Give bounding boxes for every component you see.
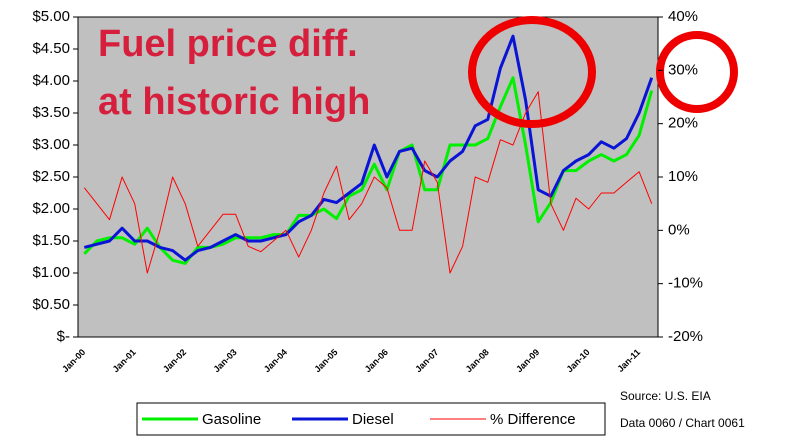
y-tick-label: $4.50 bbox=[32, 40, 70, 57]
y-tick-label: $1.50 bbox=[32, 232, 70, 249]
y2-tick-label: 10% bbox=[668, 168, 698, 185]
x-tick-label: Jan-05 bbox=[312, 347, 339, 374]
x-tick-label: Jan-04 bbox=[262, 347, 289, 374]
y-tick-label: $3.00 bbox=[32, 136, 70, 153]
legend bbox=[136, 402, 606, 436]
y-tick-label: $2.50 bbox=[32, 168, 70, 185]
y-tick-label: $2.00 bbox=[32, 200, 70, 217]
y-tick-label: $1.00 bbox=[32, 264, 70, 281]
x-tick-label: Jan-07 bbox=[413, 347, 440, 374]
x-tick-label: Jan-11 bbox=[615, 347, 642, 374]
y-tick-label: $- bbox=[57, 328, 70, 345]
y-tick-label: $4.00 bbox=[32, 72, 70, 89]
y2-tick-label: 40% bbox=[668, 8, 698, 25]
series-line bbox=[83, 34, 654, 262]
y2-tick-label: 30% bbox=[668, 61, 698, 78]
x-tick-label: Jan-10 bbox=[565, 347, 592, 374]
marks bbox=[83, 34, 654, 274]
legend-label: Diesel bbox=[352, 411, 394, 428]
y2-tick-label: 20% bbox=[668, 115, 698, 132]
y2-tick-label: -20% bbox=[668, 328, 703, 345]
source: Source: U.S. EIA bbox=[620, 389, 711, 403]
x-tick-label: Jan-00 bbox=[60, 347, 87, 374]
y-tick-label: $3.50 bbox=[32, 104, 70, 121]
y2-tick-label: 0% bbox=[668, 221, 690, 238]
x-tick-label: Jan-09 bbox=[514, 347, 541, 374]
highlight-circle bbox=[468, 16, 596, 128]
x-tick-label: Jan-03 bbox=[211, 347, 238, 374]
annotation: at historic high bbox=[98, 81, 370, 123]
legend-label: Gasoline bbox=[202, 411, 261, 428]
legend-label: % Difference bbox=[490, 411, 576, 428]
y2-tick-label: -10% bbox=[668, 275, 703, 292]
x-tick-label: Jan-06 bbox=[363, 347, 390, 374]
series-line bbox=[83, 91, 653, 274]
highlight-circle bbox=[656, 31, 738, 113]
y-tick-label: $5.00 bbox=[32, 8, 70, 25]
x-tick-label: Jan-08 bbox=[464, 347, 491, 374]
x-tick-label: Jan-02 bbox=[161, 347, 188, 374]
y-tick-label: $0.50 bbox=[32, 296, 70, 313]
annotation: Fuel price diff. bbox=[98, 23, 358, 65]
source: Data 0060 / Chart 0061 bbox=[620, 416, 745, 430]
x-tick-label: Jan-01 bbox=[111, 347, 138, 374]
